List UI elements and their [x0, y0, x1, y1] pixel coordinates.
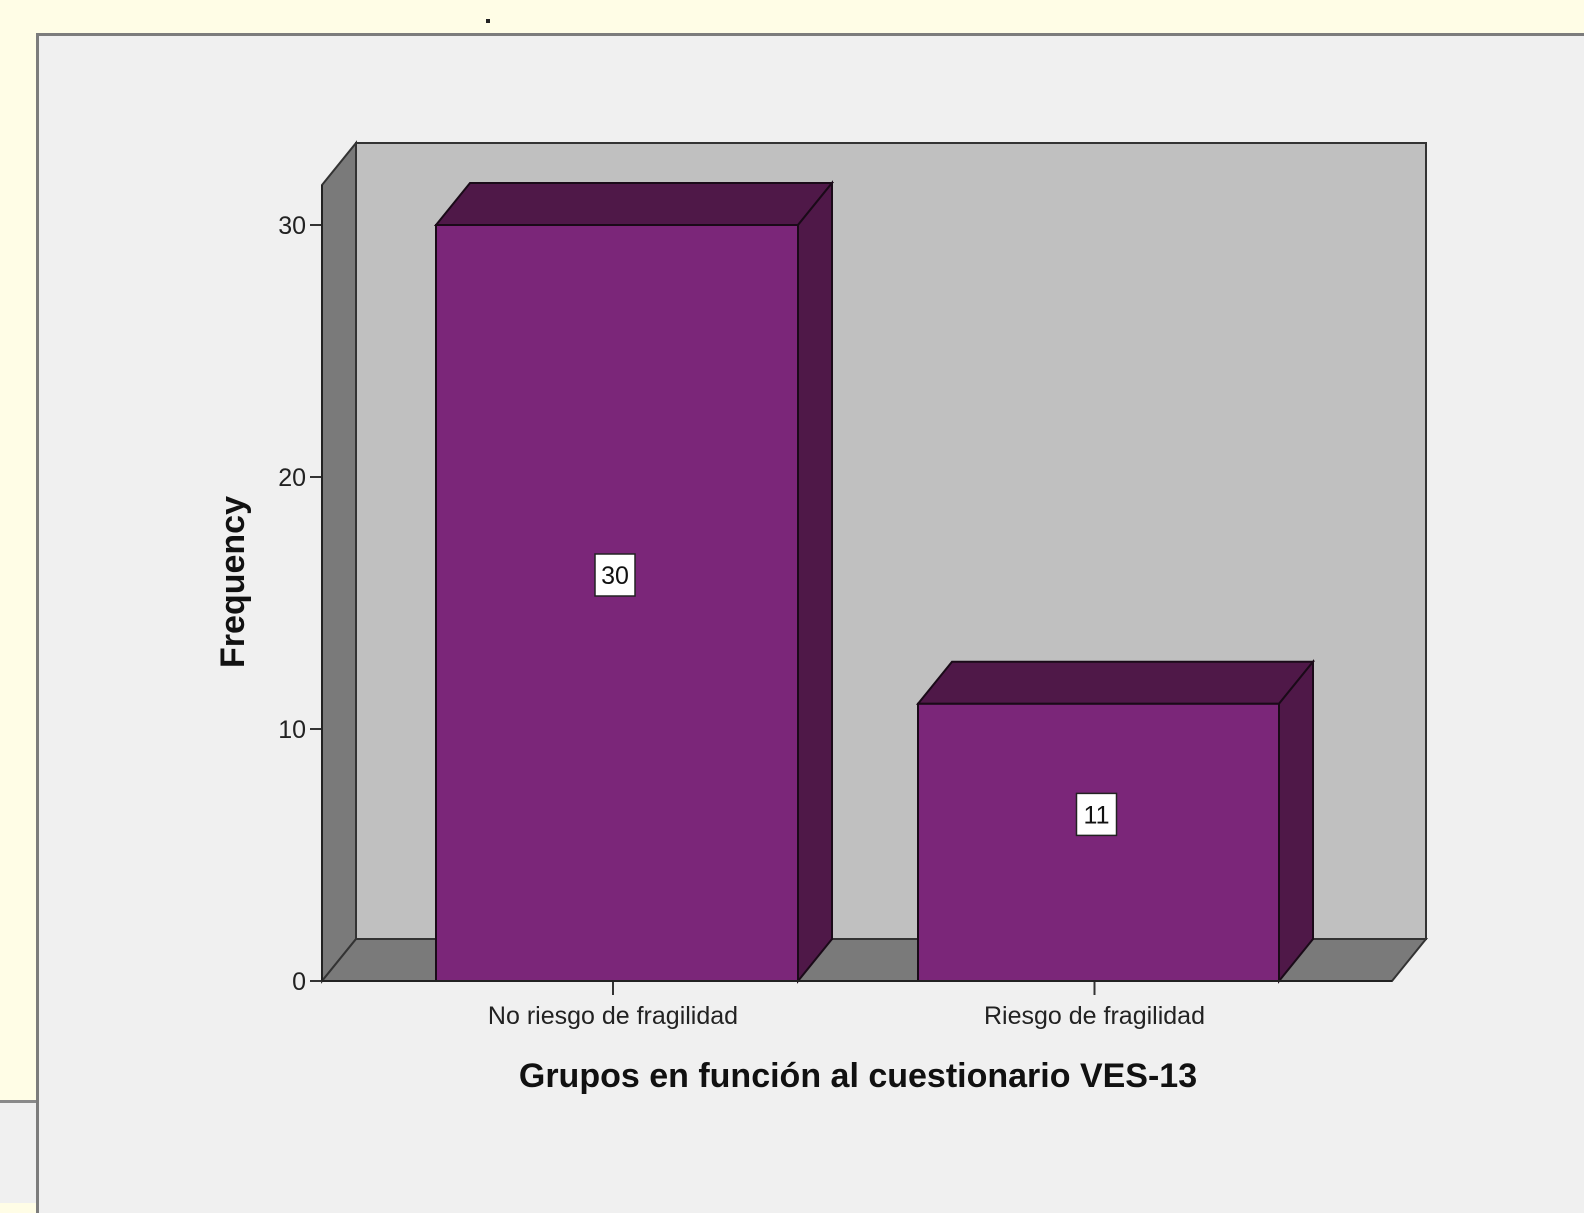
- y-tick-label: 30: [278, 212, 306, 240]
- y-axis: 0 10 20 30: [278, 185, 323, 996]
- stray-dot: [486, 19, 490, 23]
- y-tick-label: 0: [292, 968, 306, 996]
- x-axis-title: Grupos en función al cuestionario VES-13: [519, 1057, 1197, 1095]
- y-tick-label: 10: [278, 716, 306, 744]
- bar: 30: [433, 180, 835, 984]
- left-wall: [321, 140, 357, 984]
- bar: 11: [915, 658, 1316, 984]
- x-axis: No riesgo de fragilidad Riesgo de fragili…: [322, 980, 1392, 1030]
- bar-top-face: [433, 182, 835, 226]
- data-label: 30: [601, 562, 629, 590]
- bar-front-face: [917, 702, 1280, 982]
- data-label-box: [594, 553, 636, 597]
- y-axis-title: Frequency: [214, 496, 252, 668]
- bar-side-face: [797, 180, 833, 984]
- data-label-box: [1075, 792, 1118, 837]
- bar-front-face: [435, 224, 799, 982]
- y-tick-label: 20: [278, 464, 306, 492]
- bar-side-face: [1278, 658, 1314, 984]
- adjacent-panel: [0, 1100, 38, 1203]
- bars: 30 11: [433, 180, 1316, 984]
- data-label: 11: [1084, 801, 1110, 829]
- x-tick-label: No riesgo de fragilidad: [488, 1002, 738, 1030]
- bar-top-face: [915, 660, 1316, 705]
- x-tick-label: Riesgo de fragilidad: [984, 1002, 1205, 1030]
